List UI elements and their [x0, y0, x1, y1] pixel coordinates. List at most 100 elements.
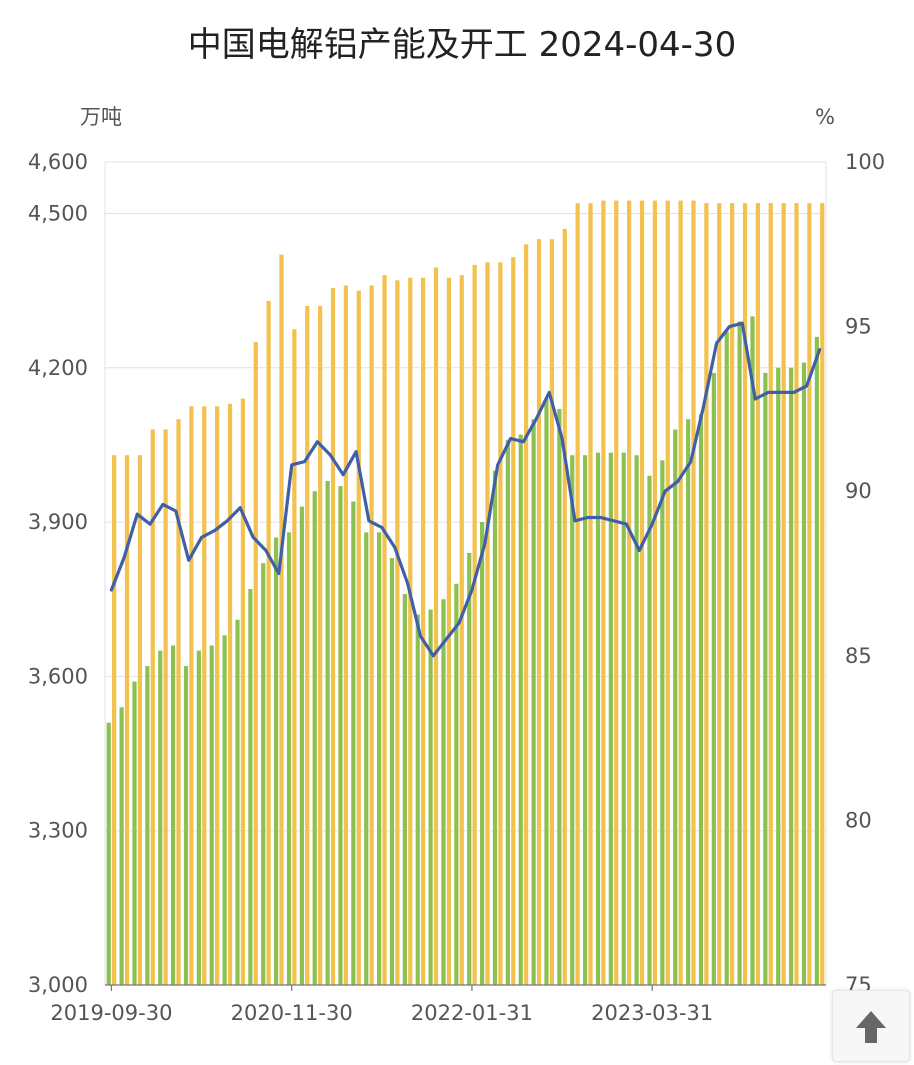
rate-point-29 — [484, 543, 486, 545]
rate-point-16 — [316, 441, 319, 443]
capacity-bar-46 — [704, 203, 709, 985]
rate-point-2 — [136, 513, 138, 516]
capacity-bar-3 — [150, 429, 155, 986]
production-bar-24 — [415, 614, 420, 985]
production-bar-38 — [595, 452, 601, 985]
rate-point-28 — [471, 589, 473, 591]
rate-point-47 — [715, 342, 718, 344]
rate-point-19 — [355, 450, 357, 453]
rate-point-41 — [638, 549, 641, 552]
production-bar-21 — [377, 532, 382, 985]
rate-point-1 — [123, 556, 126, 558]
production-bar-45 — [686, 419, 691, 985]
left-axis-unit: 万吨 — [80, 105, 122, 129]
production-bar-36 — [570, 455, 575, 986]
production-bar-42 — [647, 475, 652, 985]
production-bar-55 — [814, 336, 819, 985]
capacity-bar-8 — [215, 406, 220, 985]
rate-point-26 — [445, 638, 447, 641]
rate-point-6 — [187, 559, 190, 562]
production-bar-6 — [183, 666, 189, 985]
production-bar-37 — [583, 455, 588, 986]
capacity-bar-28 — [472, 264, 477, 985]
capacity-bar-52 — [781, 203, 786, 985]
left-tick-label-6: 4,600 — [28, 150, 88, 174]
rate-point-44 — [677, 480, 679, 483]
capacity-bar-40 — [627, 200, 632, 985]
right-axis-unit: % — [815, 105, 835, 129]
production-bar-47 — [711, 372, 716, 985]
capacity-bar-25 — [433, 267, 439, 985]
capacity-bar-11 — [253, 342, 258, 985]
rate-point-45 — [690, 460, 692, 463]
chart-title: 中国电解铝产能及开工 2024-04-30 — [188, 25, 736, 65]
capacity-bar-2 — [137, 455, 142, 986]
production-bar-7 — [196, 650, 201, 985]
rate-point-50 — [754, 398, 756, 400]
capacity-bar-51 — [768, 203, 773, 985]
capacity-bar-35 — [562, 228, 567, 985]
production-bar-15 — [299, 506, 304, 985]
production-bar-28 — [467, 552, 472, 985]
capacity-bar-41 — [639, 200, 645, 985]
rate-point-20 — [368, 520, 370, 522]
production-bar-13 — [274, 537, 279, 985]
production-bar-16 — [312, 491, 317, 985]
rate-point-34 — [548, 391, 550, 394]
rate-point-46 — [702, 404, 705, 407]
capacity-bar-33 — [536, 239, 542, 985]
production-bar-18 — [338, 486, 343, 985]
rate-point-32 — [522, 441, 525, 443]
production-bar-43 — [660, 460, 665, 985]
capacity-bar-53 — [794, 203, 799, 985]
production-bar-3 — [145, 666, 150, 985]
rate-point-15 — [303, 460, 306, 463]
capacity-bar-34 — [549, 239, 554, 985]
rate-point-42 — [651, 523, 653, 525]
capacity-bar-50 — [755, 203, 760, 985]
production-bar-32 — [518, 434, 523, 985]
capacity-bar-49 — [742, 203, 748, 985]
rate-point-21 — [381, 526, 383, 529]
capacity-bar-6 — [189, 406, 194, 985]
production-bar-31 — [505, 439, 510, 985]
production-bar-19 — [351, 501, 356, 985]
rate-point-12 — [265, 549, 267, 552]
production-bar-53 — [789, 367, 794, 985]
rate-point-14 — [290, 464, 293, 466]
capacity-bar-29 — [485, 262, 490, 986]
rate-point-9 — [226, 520, 229, 522]
production-bar-10 — [235, 619, 240, 985]
production-bar-46 — [698, 414, 704, 985]
rate-point-11 — [252, 536, 254, 539]
capacity-bar-27 — [459, 275, 464, 986]
rate-point-54 — [805, 385, 808, 387]
rate-point-39 — [612, 520, 615, 522]
left-tick-label-1: 3,300 — [28, 819, 88, 843]
rate-point-48 — [728, 325, 731, 328]
production-bar-17 — [325, 480, 330, 985]
left-tick-label-3: 3,900 — [28, 510, 88, 534]
x-tick-label-1: 2020-11-30 — [231, 1001, 353, 1025]
production-bar-14 — [286, 532, 292, 985]
scroll-to-top-button[interactable] — [832, 990, 910, 1062]
rate-point-36 — [574, 520, 576, 522]
capacity-bar-39 — [614, 200, 619, 985]
capacity-bar-4 — [163, 429, 168, 986]
production-bar-40 — [621, 452, 626, 985]
capacity-bar-43 — [665, 200, 670, 985]
right-tick-label-2: 85 — [845, 644, 872, 668]
rate-point-10 — [239, 506, 241, 509]
production-bar-44 — [673, 429, 678, 986]
rate-point-49 — [741, 322, 744, 325]
rate-point-24 — [419, 635, 422, 637]
utilization-rate-line — [109, 321, 822, 658]
capacity-bar-21 — [382, 275, 387, 986]
x-axis: 2019-09-30 2020-11-30 2022-01-31 2023-03-31 — [50, 984, 826, 1025]
capacity-bar-45 — [691, 200, 696, 985]
right-tick-label-5: 100 — [845, 150, 885, 174]
capacity-bars — [112, 200, 825, 986]
rate-point-40 — [625, 523, 628, 525]
capacity-bar-9 — [227, 403, 233, 986]
